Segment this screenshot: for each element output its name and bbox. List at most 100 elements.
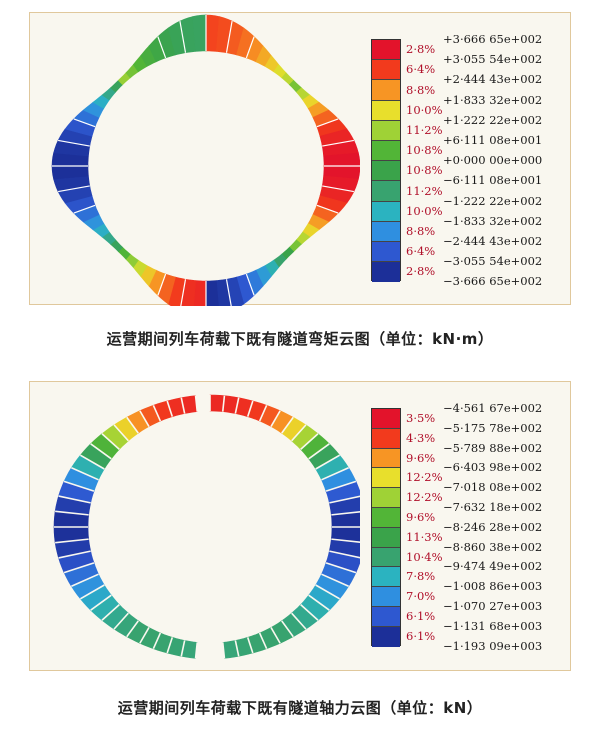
legend-value: −1·131 68e+003 [443,618,543,633]
legend-value: −8·246 28e+002 [443,519,543,534]
legend-swatch [372,80,400,101]
legend-percentage: 4·3% [406,430,436,445]
legend-percentage: 12·2% [406,470,443,485]
segment-divider [194,642,199,659]
segment-divider [245,36,255,59]
segment-divider [300,604,319,621]
legend-swatch [372,221,400,242]
segment-divider [55,538,89,544]
legend-percentage: 6·4% [406,244,436,259]
legend-percentage: 2·8% [406,42,436,57]
legend-value: −7·632 18e+002 [443,500,543,514]
segment-divider [101,433,120,450]
legend-percentage: 11·2% [406,122,443,137]
segment-divider [221,642,226,659]
segment-divider [246,637,254,654]
legend-percentage: 12·2% [406,490,443,505]
legend-value: −8·860 38e+002 [443,539,543,554]
segment-divider [58,495,91,504]
legend-swatch [372,428,400,449]
legend-swatch [372,567,400,588]
segment-divider [126,620,139,638]
segment-divider [152,632,162,650]
legend-value: +0·000 00e+000 [443,153,543,168]
segment-divider [291,424,307,442]
legend-percentage: 6·1% [406,608,436,623]
legend-swatch [372,161,400,182]
segment-divider [166,637,174,654]
legend-value: −6·111 08e+001 [443,173,543,188]
legend-swatch [372,100,400,121]
legend-swatch [372,626,400,647]
segment-divider [194,395,199,412]
legend-percentage: 9·6% [406,450,436,465]
legend-percentage: 2·8% [406,264,436,279]
legend-value: −1·222 22e+002 [443,193,543,208]
legend-value: +1·222 22e+002 [443,112,543,127]
legend-percentage: 7·8% [406,569,436,584]
segment-divider [73,118,96,128]
legend-swatch [372,587,400,607]
legend-swatch [372,181,400,202]
legend-value: −1·833 32e+002 [443,213,543,228]
legend-percentage: 10·0% [406,102,443,117]
legend-percentage: 10·4% [406,549,443,564]
segment-divider [55,510,89,516]
segment-divider [126,416,139,434]
legend-swatch [372,201,400,222]
segment-divider [90,443,112,460]
legend-value: −5·789 88e+002 [443,440,543,455]
segment-divider [300,433,319,450]
segment-divider [157,36,167,59]
segment-divider [221,395,226,412]
segment-divider [139,627,150,644]
legend-swatch [372,120,400,141]
legend-swatch [372,409,400,429]
segment-divider [329,550,360,559]
segment-divider [246,400,254,417]
segment-divider [113,612,129,630]
legend-value: −1·008 86e+003 [443,579,543,594]
segment-divider [308,594,330,611]
segment-divider [234,397,240,414]
segment-divider [180,397,186,414]
legend-swatch [372,468,400,489]
segment-divider [321,573,349,588]
axial-force-caption: 运营期间列车荷载下既有隧道轴力云图（单位：kN） [117,699,483,717]
legend-swatch [372,60,400,81]
segment-divider [316,204,339,214]
segment-divider [322,139,354,147]
segment-divider [308,443,330,460]
segment-divider [291,612,307,630]
segment-divider [179,20,187,53]
segment-divider [58,185,90,193]
segment-divider [113,424,129,442]
legend-percentage: 10·8% [406,143,443,158]
legend-percentage: 6·4% [406,62,436,77]
segment-divider [225,20,233,53]
segment-divider [281,416,294,434]
segment-divider [270,410,281,427]
segment-divider [73,204,96,214]
legend-swatch [372,507,400,528]
legend-value: +3·666 65e+002 [443,32,543,46]
segment-divider [63,480,95,492]
legend-swatch [372,140,400,162]
segment-divider [71,466,99,481]
segment-divider [234,640,240,657]
segment-divider [315,584,341,600]
legend-value: −2·444 43e+002 [443,234,543,248]
legend-swatch [372,262,400,283]
segment-divider [270,627,281,644]
legend-percentage: 11·3% [406,529,443,544]
segment-divider [58,550,91,559]
segment-divider [90,594,112,611]
bending-moment-contour [51,14,360,306]
segment-divider [329,495,360,504]
segment-divider [325,562,357,574]
legend-percentage: 9·6% [406,509,436,524]
legend-value: −7·018 08e+002 [443,480,543,495]
segment-divider [258,404,268,422]
segment-divider [225,279,232,306]
segment-divider [79,454,105,470]
